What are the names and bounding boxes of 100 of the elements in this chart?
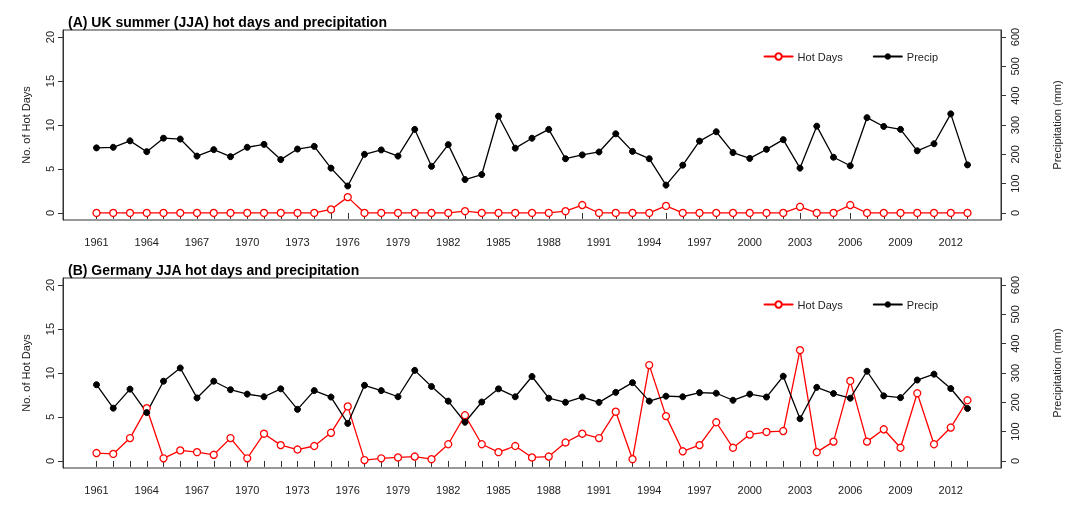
x-tick-label: 1997 bbox=[687, 483, 712, 496]
point bbox=[879, 425, 888, 434]
point bbox=[829, 208, 838, 218]
point bbox=[294, 405, 301, 413]
point bbox=[528, 134, 536, 142]
point bbox=[830, 153, 837, 161]
point bbox=[762, 208, 771, 218]
point bbox=[964, 161, 971, 169]
point bbox=[696, 137, 703, 145]
legend-label: Hot Days bbox=[797, 50, 844, 63]
y2-tick-label: 200 bbox=[1008, 393, 1021, 412]
point bbox=[327, 164, 335, 172]
point bbox=[444, 141, 452, 149]
point bbox=[880, 122, 888, 130]
y-tick-label: 15 bbox=[43, 74, 56, 88]
point bbox=[527, 208, 537, 218]
point bbox=[729, 149, 737, 157]
x-tick-label: 1994 bbox=[637, 235, 662, 248]
point bbox=[628, 208, 637, 218]
point bbox=[478, 398, 486, 406]
point bbox=[880, 392, 888, 400]
point bbox=[277, 156, 285, 164]
point bbox=[679, 161, 687, 169]
y2-axis-title: Precipitation (mm) bbox=[1050, 80, 1063, 170]
point bbox=[192, 448, 202, 457]
point bbox=[712, 208, 721, 218]
point bbox=[745, 208, 754, 218]
point bbox=[812, 208, 821, 218]
point bbox=[377, 208, 386, 218]
x-tick-label: 2009 bbox=[888, 235, 913, 248]
point bbox=[428, 382, 435, 390]
point bbox=[209, 208, 218, 218]
point bbox=[477, 440, 486, 449]
chart-title: (A) UK summer (JJA) hot days and precipitation bbox=[68, 14, 387, 30]
point bbox=[393, 208, 403, 218]
point bbox=[276, 208, 285, 218]
point bbox=[125, 208, 135, 218]
point bbox=[913, 389, 922, 398]
point bbox=[645, 208, 654, 218]
x-tick-label: 1967 bbox=[184, 235, 210, 248]
point bbox=[679, 393, 687, 401]
point bbox=[611, 407, 620, 416]
point bbox=[125, 433, 135, 443]
x-tick-label: 1982 bbox=[436, 235, 461, 248]
point bbox=[460, 411, 470, 420]
point bbox=[495, 385, 502, 393]
point bbox=[545, 125, 553, 133]
point bbox=[661, 201, 671, 211]
y-tick-label: 0 bbox=[43, 209, 56, 217]
point bbox=[210, 146, 218, 154]
point bbox=[779, 136, 787, 144]
x-tick-label: 2006 bbox=[838, 235, 863, 248]
point bbox=[813, 383, 821, 391]
x-tick-label: 2003 bbox=[787, 235, 813, 248]
point bbox=[109, 449, 118, 459]
point bbox=[779, 372, 787, 380]
point bbox=[562, 398, 569, 406]
point bbox=[428, 162, 435, 170]
point bbox=[544, 452, 553, 461]
point bbox=[310, 142, 318, 150]
y-tick-label: 20 bbox=[43, 30, 56, 44]
point bbox=[863, 367, 871, 375]
point bbox=[444, 208, 453, 218]
y2-tick-label: 300 bbox=[1008, 363, 1021, 383]
point bbox=[946, 208, 955, 218]
point bbox=[511, 144, 519, 152]
point bbox=[377, 146, 385, 154]
point bbox=[561, 207, 570, 216]
point bbox=[361, 381, 368, 389]
legend-label: Precip bbox=[906, 50, 939, 63]
y2-tick-label: 200 bbox=[1008, 145, 1021, 164]
point bbox=[695, 208, 704, 218]
point bbox=[511, 208, 520, 218]
x-tick-label: 2012 bbox=[938, 483, 963, 496]
point bbox=[947, 110, 955, 118]
point bbox=[696, 389, 703, 397]
y2-tick-label: 0 bbox=[1008, 457, 1021, 465]
point bbox=[896, 443, 905, 452]
point bbox=[746, 154, 754, 162]
point bbox=[143, 148, 151, 156]
point bbox=[159, 208, 168, 218]
point bbox=[695, 440, 704, 450]
point bbox=[611, 208, 620, 218]
x-tick-label: 1970 bbox=[235, 235, 260, 248]
point bbox=[796, 415, 804, 423]
point bbox=[594, 208, 604, 218]
point bbox=[142, 208, 151, 218]
point bbox=[343, 402, 352, 411]
legend-label: Precip bbox=[906, 298, 939, 311]
y2-tick-label: 600 bbox=[1008, 275, 1021, 295]
point bbox=[712, 389, 720, 397]
point bbox=[829, 437, 838, 446]
point bbox=[947, 385, 955, 393]
point bbox=[160, 377, 167, 385]
x-tick-label: 1967 bbox=[184, 483, 210, 496]
x-tick-label: 1961 bbox=[84, 235, 109, 248]
point bbox=[126, 385, 134, 393]
point bbox=[260, 140, 268, 148]
x-tick-label: 1964 bbox=[134, 483, 159, 496]
point bbox=[92, 208, 101, 218]
